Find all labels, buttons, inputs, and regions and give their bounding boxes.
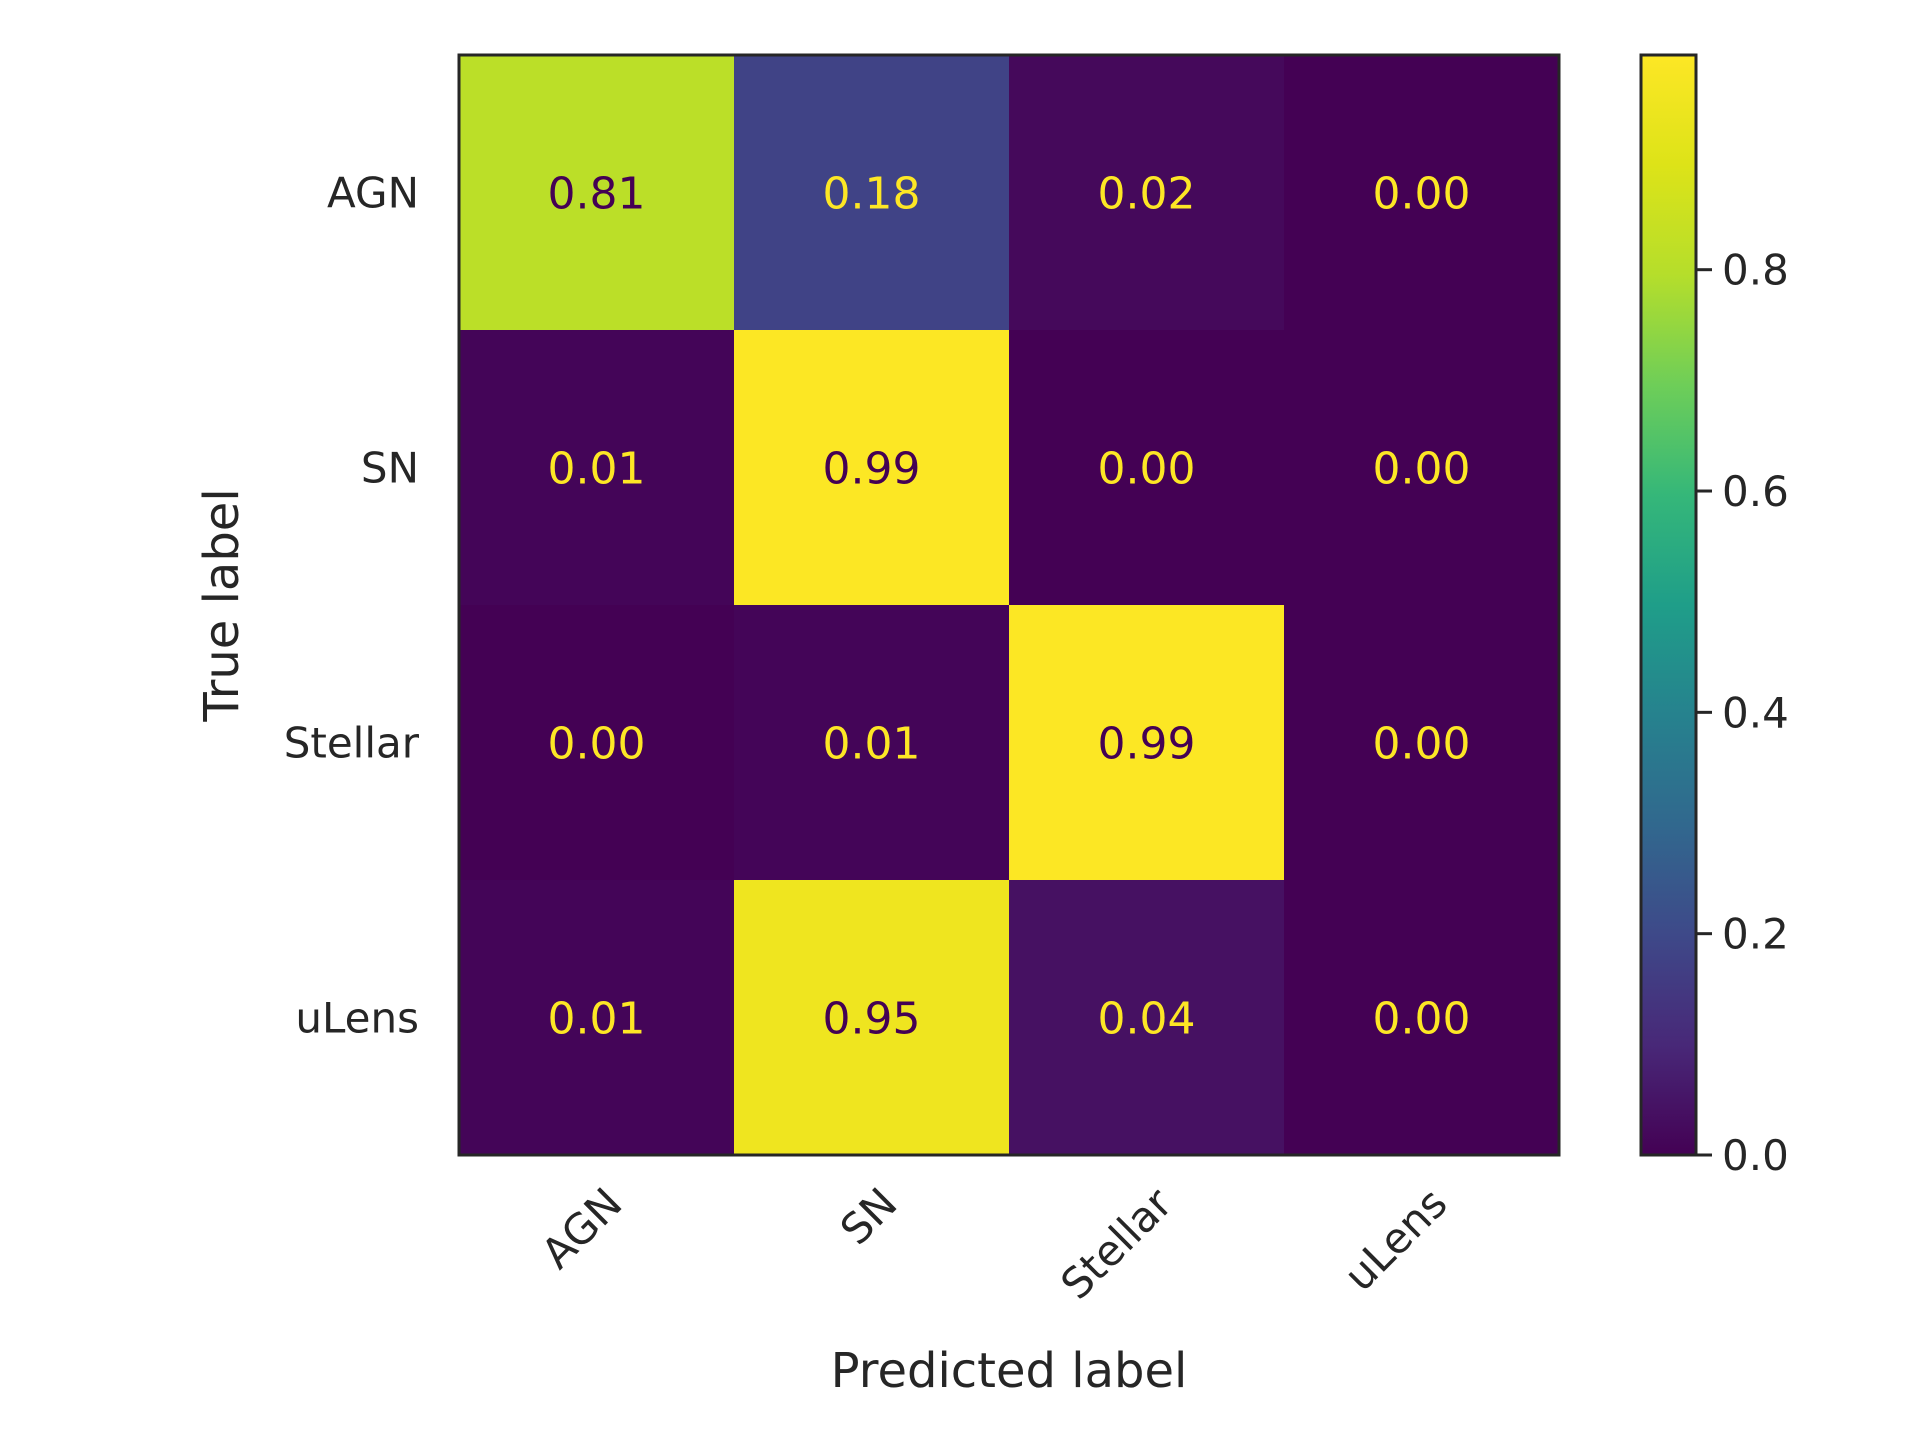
cell-value-label: 0.99	[823, 444, 921, 495]
heatmap-cell-SN-Stellar	[1009, 330, 1285, 606]
colorbar-tick-label: 0.8	[1722, 246, 1789, 295]
cell-value-label: 0.18	[823, 169, 921, 220]
y-tick-label: uLens	[295, 994, 419, 1043]
x-tick-label: Stellar	[1051, 1178, 1182, 1309]
heatmap-cell-Stellar-uLens	[1284, 605, 1560, 881]
y-tick-label: SN	[361, 444, 419, 493]
x-tick-label: uLens	[1335, 1178, 1457, 1300]
cell-value-label: 0.00	[548, 719, 646, 770]
x-axis-label: Predicted label	[831, 1343, 1188, 1399]
heatmap-cell-Stellar-Stellar	[1009, 605, 1285, 881]
heatmap-cell-Stellar-SN	[734, 605, 1010, 881]
cell-value-label: 0.99	[1098, 719, 1196, 770]
y-tick-label: AGN	[327, 169, 419, 218]
cell-value-label: 0.00	[1373, 719, 1471, 770]
cell-value-label: 0.81	[548, 169, 646, 220]
colorbar-tick-label: 0.0	[1722, 1131, 1789, 1180]
heatmap-cell-SN-AGN	[459, 330, 735, 606]
cell-value-label: 0.01	[548, 994, 646, 1045]
cell-value-label: 0.00	[1373, 994, 1471, 1045]
x-tick-label: SN	[831, 1178, 907, 1254]
heatmap-cell-uLens-uLens	[1284, 880, 1560, 1156]
heatmap-cell-SN-SN	[734, 330, 1010, 606]
cell-value-label: 0.00	[1373, 169, 1471, 220]
cell-value-label: 0.95	[823, 994, 921, 1045]
y-tick-label: Stellar	[284, 719, 420, 768]
cell-value-label: 0.02	[1098, 169, 1196, 220]
heatmap-cell-uLens-AGN	[459, 880, 735, 1156]
colorbar	[1639, 53, 1698, 1157]
cell-value-label: 0.01	[548, 444, 646, 495]
cell-value-label: 0.01	[823, 719, 921, 770]
colorbar-tick-label: 0.4	[1722, 688, 1789, 737]
heatmap-cell-AGN-SN	[734, 55, 1010, 331]
colorbar-tick-label: 0.2	[1722, 910, 1789, 959]
colorbar-tick-label: 0.6	[1722, 467, 1789, 516]
y-axis-ticks: AGN SN Stellar uLens	[284, 169, 420, 1043]
colorbar-ticks: 0.0 0.2 0.4 0.6 0.8	[1696, 246, 1789, 1180]
plot-frame	[457, 53, 1561, 1157]
heatmap-cell-AGN-Stellar	[1009, 55, 1285, 331]
x-tick-label: AGN	[532, 1178, 632, 1278]
heatmap-cell-uLens-SN	[734, 880, 1010, 1156]
x-axis-ticks: AGN SN Stellar uLens	[532, 1178, 1457, 1309]
heatmap-cell-labels: 0.81 0.18 0.02 0.00 0.01 0.99 0.00 0.00 0.00 0.01…	[548, 169, 1471, 1045]
heatmap-cell-SN-uLens	[1284, 330, 1560, 606]
cell-value-label: 0.00	[1098, 444, 1196, 495]
heatmap-cell-AGN-uLens	[1284, 55, 1560, 331]
cell-value-label: 0.04	[1098, 994, 1196, 1045]
cell-value-label: 0.00	[1373, 444, 1471, 495]
heatmap-cells	[459, 55, 1560, 1156]
heatmap-cell-AGN-AGN	[459, 55, 735, 331]
y-axis-label: True label	[194, 488, 250, 722]
heatmap-cell-uLens-Stellar	[1009, 880, 1285, 1156]
heatmap-cell-Stellar-AGN	[459, 605, 735, 881]
